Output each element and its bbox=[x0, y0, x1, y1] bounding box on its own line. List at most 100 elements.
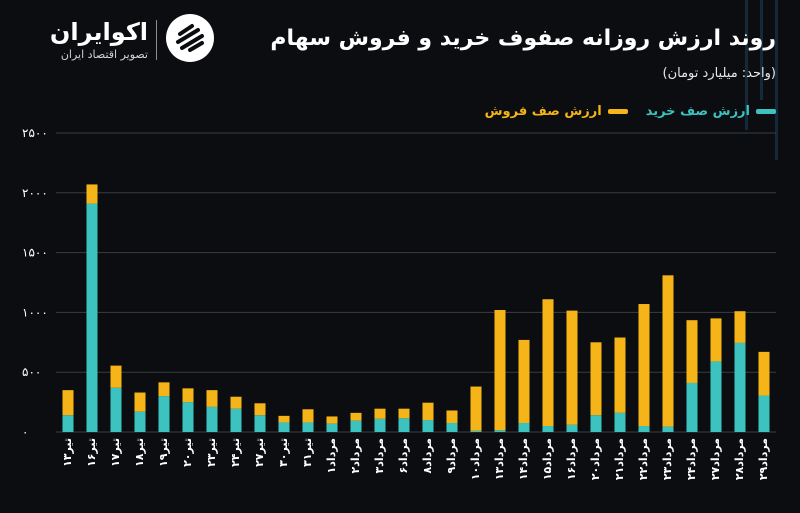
x-tick-label: تیر۲۳ bbox=[205, 438, 218, 467]
bar-sell bbox=[302, 409, 314, 423]
x-tick-label: تیر۳۱ bbox=[301, 438, 314, 467]
bar-sell bbox=[62, 390, 74, 416]
bar-buy bbox=[590, 415, 602, 432]
x-tick-label: مرداد۱۴ bbox=[517, 438, 530, 480]
x-tick-label: تیر۲۷ bbox=[253, 438, 266, 467]
x-tick-label: تیر۲۴ bbox=[229, 438, 242, 467]
background-decoration bbox=[760, 0, 763, 100]
brand-name: اکوایران bbox=[49, 18, 148, 46]
bar-buy bbox=[734, 342, 746, 432]
bar-sell bbox=[110, 365, 122, 388]
bar-sell bbox=[446, 410, 458, 424]
x-tick-label: تیر۲۰ bbox=[181, 438, 194, 467]
bar-sell bbox=[542, 299, 554, 427]
bar-buy bbox=[494, 430, 506, 432]
chart-subtitle: (واحد: میلیارد تومان) bbox=[662, 66, 776, 81]
bar-sell bbox=[254, 403, 266, 416]
x-tick-label: تیر۱۷ bbox=[109, 438, 122, 467]
bar-buy bbox=[278, 422, 290, 432]
bar-sell bbox=[86, 184, 98, 204]
bar-buy bbox=[206, 406, 218, 432]
bar-sell bbox=[710, 318, 722, 362]
x-tick-label: مرداد۲۱ bbox=[613, 438, 626, 480]
bar-sell bbox=[422, 402, 434, 421]
x-tick-label: مرداد۲ bbox=[349, 438, 362, 473]
legend-label-buy: ارزش صف خرید bbox=[645, 104, 750, 119]
bar-buy bbox=[614, 412, 626, 432]
bar-buy bbox=[326, 423, 338, 432]
x-tick-label: تیر۱۳ bbox=[61, 438, 74, 467]
background-decoration bbox=[745, 0, 748, 130]
y-tick-label: ۲۰۰۰ bbox=[22, 186, 48, 200]
x-tick-label: مرداد۳ bbox=[373, 438, 386, 473]
background-decoration bbox=[775, 0, 778, 160]
bar-buy bbox=[134, 411, 146, 432]
x-tick-label: مرداد۱۵ bbox=[541, 438, 554, 480]
logo-mark-icon bbox=[166, 14, 214, 62]
legend-item-buy: ارزش صف خرید bbox=[646, 104, 776, 119]
x-tick-label: مرداد۱۶ bbox=[565, 438, 578, 480]
x-tick-label: تیر۳۰ bbox=[277, 438, 290, 467]
bar-buy bbox=[638, 426, 650, 432]
bar-buy bbox=[62, 415, 74, 432]
bar-sell bbox=[494, 310, 506, 431]
bar-sell bbox=[326, 416, 338, 424]
bar-buy bbox=[302, 422, 314, 432]
x-tick-label: تیر۱۹ bbox=[157, 438, 170, 467]
y-tick-label: ۱۵۰۰ bbox=[22, 246, 48, 260]
logo-divider bbox=[156, 20, 157, 60]
bar-sell bbox=[518, 339, 530, 424]
bar-buy bbox=[518, 423, 530, 432]
bar-buy bbox=[662, 426, 674, 432]
legend-swatch-sell bbox=[607, 109, 628, 114]
y-tick-label: ۵۰۰ bbox=[22, 365, 41, 379]
y-tick-label: ۲۵۰۰ bbox=[22, 126, 48, 140]
legend-swatch-buy bbox=[756, 109, 776, 114]
brand-tagline: تصویر اقتصاد ایران bbox=[60, 48, 148, 61]
bar-sell bbox=[206, 390, 218, 407]
bar-buy bbox=[86, 203, 98, 432]
chart-title: روند ارزش روزانه صفوف خرید و فروش سهام bbox=[270, 26, 776, 51]
bar-sell bbox=[590, 342, 602, 416]
bar-sell bbox=[374, 408, 386, 419]
bar-buy bbox=[182, 402, 194, 432]
bar-sell bbox=[134, 392, 146, 412]
bar-buy bbox=[230, 408, 242, 432]
bar-sell bbox=[230, 396, 242, 409]
bar-buy bbox=[758, 395, 770, 432]
bar-buy bbox=[110, 387, 122, 432]
legend-label-sell: ارزش صف فروش bbox=[484, 104, 602, 119]
x-tick-label: مرداد۲۹ bbox=[757, 438, 770, 480]
bar-sell bbox=[278, 415, 290, 423]
x-tick-label: مرداد۲۷ bbox=[709, 438, 722, 480]
x-tick-label: مرداد۶ bbox=[397, 438, 410, 473]
bar-sell bbox=[662, 275, 674, 427]
x-tick-label: مرداد۸ bbox=[421, 438, 434, 473]
x-tick-label: مرداد۲۲ bbox=[637, 438, 650, 480]
bar-buy bbox=[374, 418, 386, 432]
x-tick-label: مرداد۲۰ bbox=[589, 438, 602, 480]
bar-buy bbox=[686, 382, 698, 432]
y-tick-label: ۱۰۰۰ bbox=[22, 305, 48, 319]
bar-sell bbox=[158, 382, 170, 397]
bar-sell bbox=[566, 310, 578, 425]
bar-sell bbox=[638, 304, 650, 427]
x-tick-label: مرداد۱۰ bbox=[469, 438, 482, 480]
x-tick-label: مرداد۲۸ bbox=[733, 438, 746, 480]
bar-sell bbox=[398, 408, 410, 419]
x-tick-label: مرداد۲۴ bbox=[685, 438, 698, 480]
bar-buy bbox=[254, 415, 266, 432]
y-tick-label: ۰ bbox=[22, 425, 28, 439]
chart-legend: ارزش صف خرید ارزش صف فروش bbox=[485, 104, 776, 119]
bar-buy bbox=[422, 420, 434, 432]
x-tick-label: تیر۱۸ bbox=[133, 438, 146, 467]
x-tick-label: مرداد۲۳ bbox=[661, 438, 674, 480]
x-tick-label: مرداد۱۳ bbox=[493, 438, 506, 480]
bar-sell bbox=[350, 412, 362, 421]
bar-sell bbox=[182, 388, 194, 403]
brand-logo: اکوایران تصویر اقتصاد ایران bbox=[28, 14, 214, 70]
bar-sell bbox=[686, 320, 698, 383]
x-tick-label: مرداد۹ bbox=[445, 438, 458, 473]
bar-sell bbox=[614, 337, 626, 413]
